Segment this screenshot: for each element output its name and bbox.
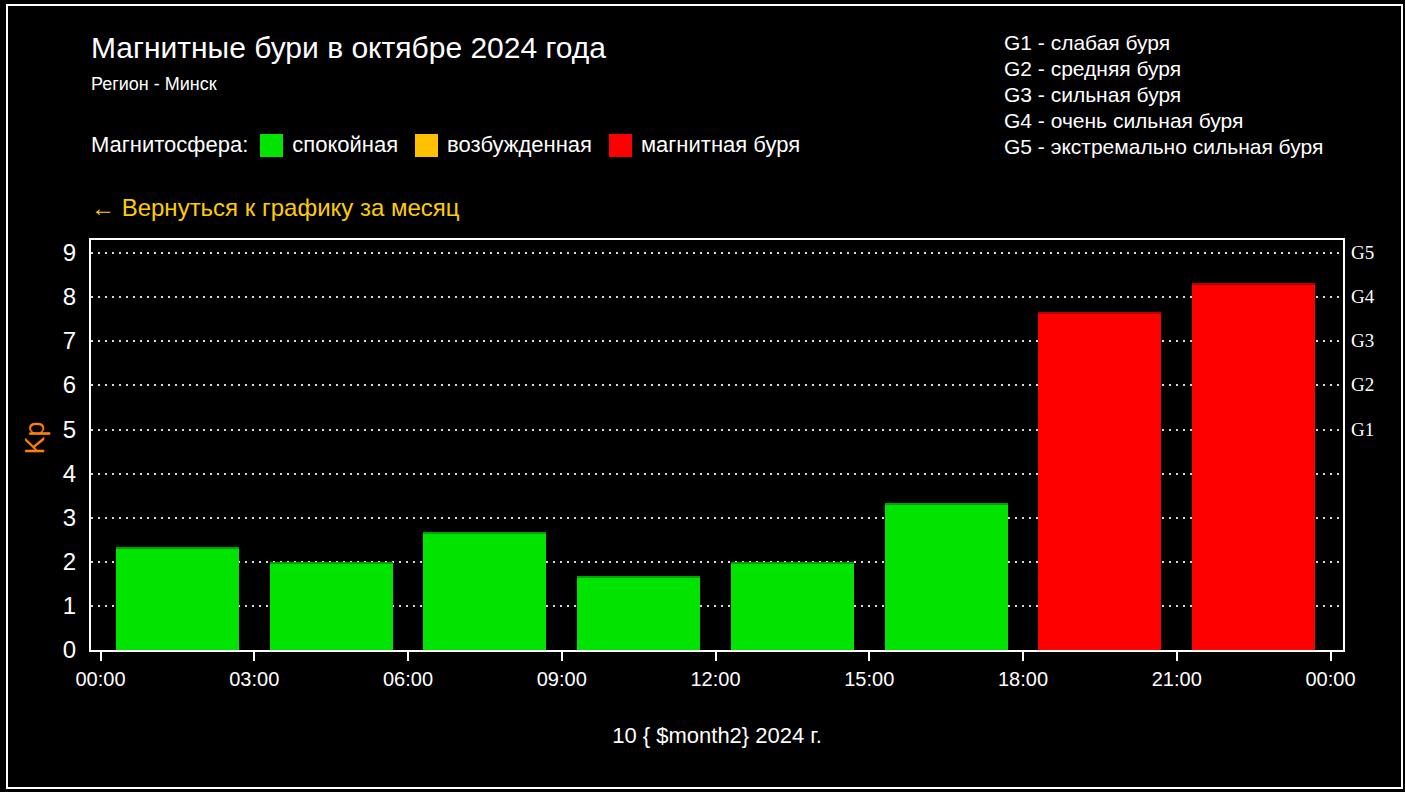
kp-bar [270,562,393,650]
right-scale-label-g5: G5 [1351,240,1401,266]
right-scale-label-g4: G4 [1351,284,1401,310]
magnetosphere-legend: Магнитосфера: спокойная возбужденная магни… [91,131,817,159]
storm-scale-line: G2 - средняя буря [1004,56,1323,82]
gridline-kp-8 [91,296,1343,298]
legend-item-label: магнитная буря [641,132,800,158]
storm-scale-line: G5 - экстремально сильная буря [1004,134,1323,160]
x-tick-mark [561,652,563,661]
right-scale-label-g3: G3 [1351,328,1401,354]
x-axis-title: 10 { $month2} 2024 г. [89,723,1345,749]
legend-swatch [609,134,632,157]
x-tick-mark [1330,652,1332,661]
kp-bar [116,547,239,650]
x-tick-label: 00:00 [1286,668,1376,691]
kp-bar [1192,283,1315,650]
magnetosphere-label: Магнитосфера: [91,132,248,158]
chart-plot-area [89,238,1345,652]
gridline-kp-9 [91,252,1343,254]
legend-item-label: возбужденная [447,132,592,158]
x-tick-mark [407,652,409,661]
y-tick-label: 3 [26,503,76,533]
x-tick-label: 15:00 [824,668,914,691]
region-subtitle: Регион - Минск [91,74,217,95]
x-tick-label: 09:00 [517,668,607,691]
legend-item-label: спокойная [292,132,398,158]
legend-swatch [260,134,283,157]
y-tick-label: 9 [26,238,76,268]
storm-scale-legend: G1 - слабая буряG2 - средняя буряG3 - си… [1004,30,1323,160]
right-scale-label-g1: G1 [1351,417,1401,443]
y-tick-label: 4 [26,459,76,489]
y-tick-label: 5 [26,415,76,445]
kp-bar [731,562,854,650]
x-tick-label: 06:00 [363,668,453,691]
x-tick-mark [1176,652,1178,661]
y-tick-label: 0 [26,635,76,665]
legend-item: магнитная буря [609,132,800,158]
back-to-month-link[interactable]: ← Вернуться к графику за месяц [91,194,460,222]
kp-bar [423,532,546,650]
kp-bar [577,576,700,650]
legend-item: возбужденная [415,132,592,158]
y-tick-label: 6 [26,370,76,400]
y-tick-label: 8 [26,282,76,312]
kp-bar [1038,312,1161,650]
storm-scale-line: G1 - слабая буря [1004,30,1323,56]
x-tick-mark [100,652,102,661]
y-tick-label: 7 [26,326,76,356]
storm-scale-line: G4 - очень сильная буря [1004,108,1323,134]
y-tick-label: 2 [26,547,76,577]
x-tick-mark [868,652,870,661]
legend-swatch [415,134,438,157]
storm-scale-line: G3 - сильная буря [1004,82,1323,108]
page-title: Магнитные бури в октябре 2024 года [91,30,606,66]
x-tick-mark [715,652,717,661]
y-tick-label: 1 [26,591,76,621]
x-tick-mark [1022,652,1024,661]
x-tick-label: 03:00 [209,668,299,691]
x-tick-label: 21:00 [1132,668,1222,691]
kp-bar [885,503,1008,650]
x-tick-label: 18:00 [978,668,1068,691]
x-tick-label: 12:00 [671,668,761,691]
right-scale-label-g2: G2 [1351,372,1401,398]
x-tick-label: 00:00 [56,668,146,691]
x-tick-mark [253,652,255,661]
legend-item: спокойная [260,132,398,158]
